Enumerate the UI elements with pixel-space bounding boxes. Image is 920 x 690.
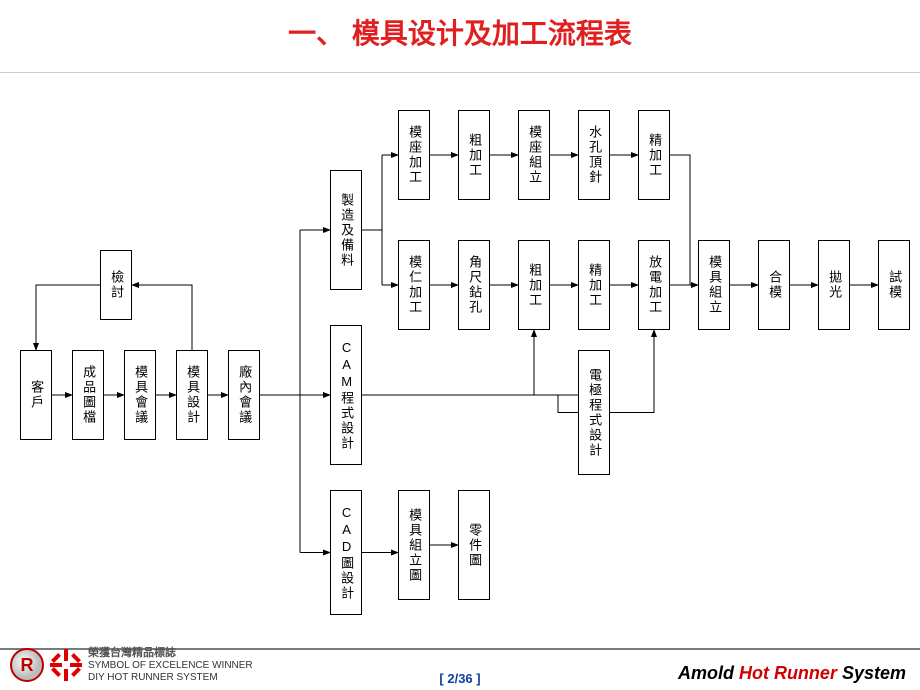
flow-node-water: 水孔頂針 <box>578 110 610 200</box>
flow-node-fine2: 精加工 <box>578 240 610 330</box>
flow-node-base: 模座加工 <box>398 110 430 200</box>
flow-node-core: 模仁加工 <box>398 240 430 330</box>
flow-node-moldasm: 模具組立 <box>698 240 730 330</box>
flow-node-molddes: 模具設計 <box>176 350 208 440</box>
flow-node-part: 零件圖 <box>458 490 490 600</box>
flow-node-intmeet: 廠內會議 <box>228 350 260 440</box>
flow-node-trial: 試模 <box>878 240 910 330</box>
flow-node-edm: 放電加工 <box>638 240 670 330</box>
flowchart-canvas: 客戶檢討成品圖檔模具會議模具設計廠內會議 製造及備料 CAM程式設計 CAD圖設計 模座… <box>0 0 920 690</box>
flow-node-asm2: 模具組立圖 <box>398 490 430 600</box>
brand-1: Amold <box>678 663 739 683</box>
flow-node-review: 檢討 <box>100 250 132 320</box>
flow-node-fine1: 精加工 <box>638 110 670 200</box>
flow-node-fit: 合模 <box>758 240 790 330</box>
flow-node-drill: 角尺鉆孔 <box>458 240 490 330</box>
flow-node-elecprog: 電極程式設計 <box>578 350 610 475</box>
footer: R 榮獲台灣精品標誌 SYMBOL OF EXCELENCE WINNER DI… <box>0 630 920 690</box>
brand-2: Hot Runner <box>739 663 842 683</box>
brand-3: System <box>842 663 906 683</box>
flow-node-cad: CAD圖設計 <box>330 490 362 615</box>
flow-node-baseasm: 模座組立 <box>518 110 550 200</box>
flow-node-prodfile: 成品圖檔 <box>72 350 104 440</box>
flow-node-polish: 拋光 <box>818 240 850 330</box>
flow-node-cam: CAM程式設計 <box>330 325 362 465</box>
footer-zh: 榮獲台灣精品標誌 <box>88 647 253 660</box>
flow-node-moldmeet: 模具會議 <box>124 350 156 440</box>
brand: Amold Hot Runner System <box>678 663 906 684</box>
flow-node-rough2: 粗加工 <box>518 240 550 330</box>
flow-node-prep: 製造及備料 <box>330 170 362 290</box>
flow-node-customer: 客戶 <box>20 350 52 440</box>
flow-node-rough1: 粗加工 <box>458 110 490 200</box>
